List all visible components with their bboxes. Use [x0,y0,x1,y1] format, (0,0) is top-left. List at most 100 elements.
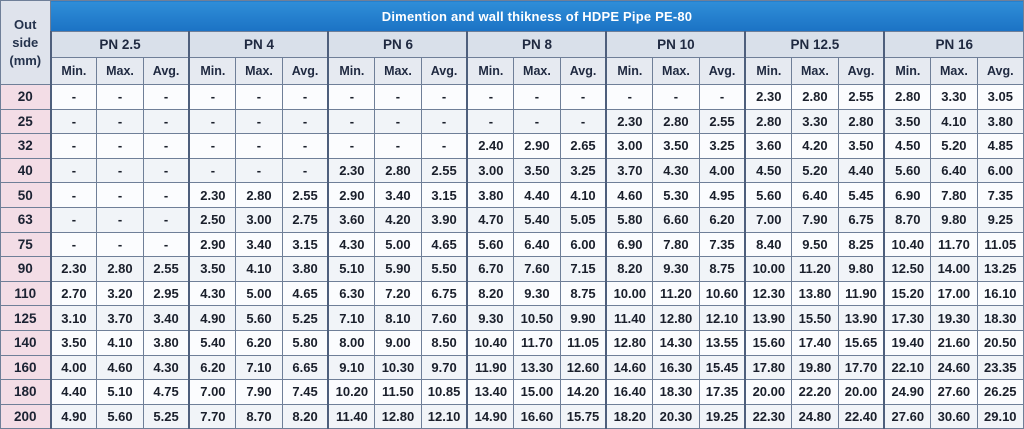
table-row: 50- - -2.30 2.80 2.55 2.90 3.40 3.15 3.80 4.40 4.1… [0,182,1024,208]
thickness-cell: 6.90 [883,182,932,208]
thickness-cell: 5.50 [420,256,468,282]
thickness-cell: 19.30 [930,305,978,331]
thickness-cell: 2.30 [188,182,237,208]
thickness-cell: 17.80 [744,354,793,381]
thickness-cell: 4.40 [49,379,98,405]
thickness-cell: - [420,84,468,110]
thickness-cell: 2.95 [142,280,190,307]
thickness-cell: 3.80 [142,329,190,356]
outside-diameter-cell: 20 [0,84,51,110]
thickness-cell: 2.55 [420,157,468,184]
thickness-cell: - [49,133,98,159]
thickness-cell: 7.90 [235,379,283,405]
outside-diameter-cell: 75 [0,231,51,258]
thickness-cell: 3.70 [96,305,144,331]
thickness-cell: 27.60 [883,403,932,429]
thickness-cell: 5.80 [605,206,654,233]
outside-diameter-cell: 110 [0,280,51,307]
thickness-cell: 3.30 [791,108,839,135]
thickness-cell: - [327,84,376,110]
thickness-cell: 14.60 [605,354,654,381]
thickness-cell: 13.90 [744,305,793,331]
thickness-cell: 5.40 [513,206,561,233]
thickness-cell: 15.20 [883,280,932,307]
thickness-cell: 8.40 [744,231,793,258]
thickness-cell: 5.05 [559,206,607,233]
thickness-cell: 7.00 [744,206,793,233]
thickness-cell: 9.90 [559,305,607,331]
thickness-cell: 13.40 [466,379,515,405]
thickness-cell: 12.10 [698,305,746,331]
thickness-cell: 16.30 [652,354,700,381]
thickness-cell: 4.60 [605,182,654,208]
thickness-cell: - [142,108,190,135]
thickness-cell: 10.60 [698,280,746,307]
thickness-cell: 3.70 [605,157,654,184]
thickness-cell: 10.85 [420,379,468,405]
thickness-cell: 2.75 [281,206,329,233]
thickness-cell: 3.50 [837,133,885,159]
thickness-cell: 17.30 [883,305,932,331]
thickness-cell: 6.20 [698,206,746,233]
thickness-cell: 4.10 [235,256,283,282]
thickness-cell: 3.30 [930,84,978,110]
thickness-cell: 9.00 [374,329,422,356]
thickness-cell: 3.50 [188,256,237,282]
pn-class-header: PN 16 [883,31,1024,58]
thickness-cell: 14.00 [930,256,978,282]
thickness-cell: 13.80 [791,280,839,307]
thickness-cell: 11.70 [930,231,978,258]
thickness-cell: 3.80 [976,108,1024,135]
thickness-cell: 11.90 [466,354,515,381]
thickness-cell: 2.90 [513,133,561,159]
thickness-cell: - [96,182,144,208]
thickness-cell: - [466,108,515,135]
thickness-cell: 18.20 [605,403,654,429]
thickness-cell: 11.90 [837,280,885,307]
outside-diameter-cell: 200 [0,403,51,429]
thickness-cell: 2.70 [49,280,98,307]
thickness-cell: 9.30 [513,280,561,307]
thickness-cell: - [142,133,190,159]
thickness-cell: 13.90 [837,305,885,331]
thickness-cell: 11.40 [605,305,654,331]
thickness-cell: 5.40 [188,329,237,356]
sub-header-avg: Avg. [698,57,746,85]
thickness-cell: 2.90 [327,182,376,208]
thickness-cell: 16.40 [605,379,654,405]
thickness-cell: 13.25 [976,256,1024,282]
thickness-cell: 18.30 [976,305,1024,331]
thickness-cell: 18.30 [652,379,700,405]
thickness-cell: 3.60 [744,133,793,159]
thickness-cell: - [188,157,237,184]
sub-header-max: Max. [791,57,839,85]
outside-diameter-cell: 63 [0,206,51,233]
thickness-cell: 9.80 [930,206,978,233]
thickness-cell: 3.40 [374,182,422,208]
thickness-cell: 5.20 [930,133,978,159]
table-row: 110 2.70 3.20 2.95 4.30 5.00 4.65 6.30 7.20 6.75 8… [0,280,1024,307]
thickness-cell: 4.20 [374,206,422,233]
thickness-cell: - [49,231,98,258]
thickness-cell: 19.80 [791,354,839,381]
pn-class-header: PN 6 [327,31,468,58]
sub-header-avg: Avg. [420,57,468,85]
thickness-cell: 2.30 [327,157,376,184]
thickness-cell: 10.50 [513,305,561,331]
thickness-cell: 15.00 [513,379,561,405]
thickness-cell: 4.30 [188,280,237,307]
thickness-cell: 4.90 [49,403,98,429]
thickness-cell: 7.60 [513,256,561,282]
table-row: 125 3.10 3.70 3.40 4.90 5.60 5.25 7.10 8.10 7.60 9… [0,305,1024,331]
thickness-cell: 3.10 [49,305,98,331]
thickness-cell: - [96,133,144,159]
thickness-cell: 4.30 [142,354,190,381]
thickness-cell: 4.75 [142,379,190,405]
thickness-cell: - [374,108,422,135]
thickness-cell: 4.65 [420,231,468,258]
thickness-cell: 2.55 [142,256,190,282]
thickness-cell: 6.75 [837,206,885,233]
sub-header-min: Min. [188,57,237,85]
sub-header-max: Max. [652,57,700,85]
thickness-cell: 3.50 [513,157,561,184]
